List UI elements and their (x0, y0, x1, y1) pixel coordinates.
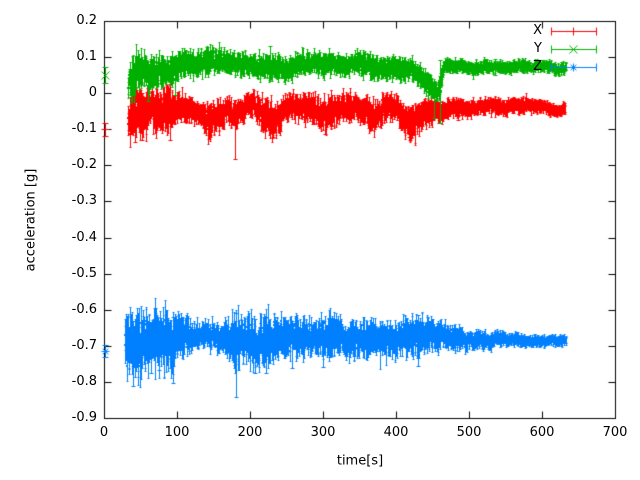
y-tick-label: -0.7 (71, 338, 97, 353)
x-tick-label: 0 (99, 425, 109, 440)
x-tick-label: 300 (310, 425, 336, 440)
legend-label-z: Z (533, 59, 542, 74)
x-tick-label: 600 (529, 425, 555, 440)
y-tick-label: -0.6 (71, 302, 97, 317)
y-tick-label: -0.8 (71, 374, 97, 389)
y-tick-label: 0 (88, 85, 97, 100)
legend-label-x: X (533, 23, 542, 38)
y-tick-label: 0.1 (76, 49, 97, 64)
y-axis-title: acceleration [g] (23, 168, 39, 272)
y-tick-label: -0.4 (71, 230, 97, 245)
y-tick-label: -0.9 (71, 410, 97, 425)
y-tick-label: -0.5 (71, 266, 97, 281)
legend-label-y: Y (534, 41, 542, 56)
x-axis-title: time[s] (336, 453, 384, 469)
y-tick-label: 0.2 (76, 13, 97, 28)
y-tick-label: -0.3 (71, 193, 97, 208)
y-tick-label: -0.2 (71, 157, 97, 172)
x-tick-label: 100 (164, 425, 190, 440)
x-tick-label: 700 (602, 425, 628, 440)
x-tick-label: 500 (456, 425, 482, 440)
y-tick-label: -0.1 (71, 121, 97, 136)
x-tick-label: 200 (237, 425, 263, 440)
x-tick-label: 400 (383, 425, 409, 440)
